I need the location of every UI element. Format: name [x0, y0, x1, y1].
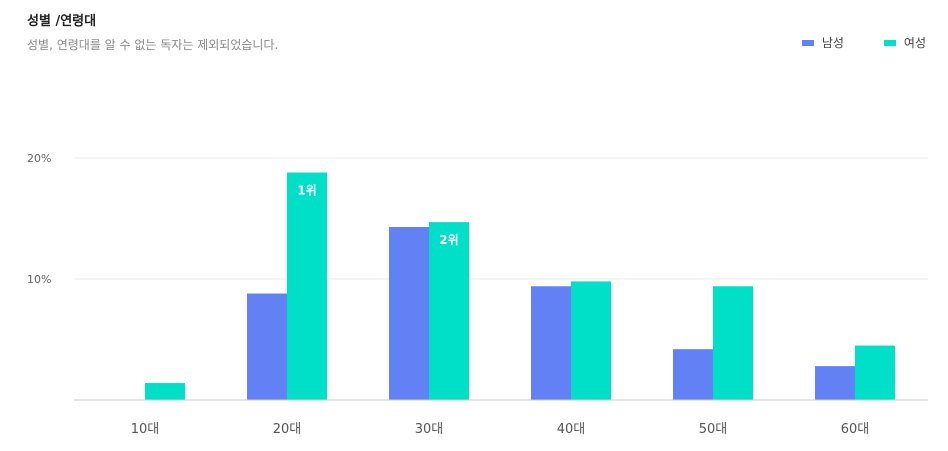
legend-label-female: 여성	[903, 36, 926, 50]
bar-female	[571, 281, 611, 400]
bar-female	[145, 383, 185, 400]
bar-female	[713, 286, 753, 400]
bar-male	[389, 226, 429, 400]
rank-label: 2위	[439, 233, 458, 247]
x-category-label: 20대	[273, 422, 302, 437]
legend-swatch-male	[801, 39, 814, 46]
bar-male	[673, 349, 713, 400]
legend-item-female[interactable]: 여성	[883, 34, 926, 51]
legend-item-male[interactable]: 남성	[801, 34, 844, 51]
bar-female	[855, 345, 895, 400]
chart-legend: 남성 여성	[801, 34, 926, 51]
legend-swatch-female	[883, 39, 896, 46]
bar-female	[429, 222, 469, 400]
bar-male	[247, 293, 287, 400]
x-category-label: 40대	[557, 422, 586, 437]
bar-female	[287, 172, 327, 400]
legend-label-male: 남성	[821, 36, 844, 50]
chart-subtitle: 성별, 연령대를 알 수 없는 독자는 제외되었습니다.	[27, 38, 279, 52]
x-category-label: 10대	[131, 422, 160, 437]
y-tick-label: 20%	[27, 152, 51, 165]
chart-title: 성별 /연령대	[27, 14, 97, 29]
x-category-label: 60대	[841, 422, 870, 437]
y-tick-label: 10%	[27, 273, 51, 286]
bar-male	[815, 366, 855, 400]
x-category-label: 30대	[415, 422, 444, 437]
x-category-label: 50대	[699, 422, 728, 437]
rank-label: 1위	[297, 184, 316, 198]
bar-male	[531, 286, 571, 400]
